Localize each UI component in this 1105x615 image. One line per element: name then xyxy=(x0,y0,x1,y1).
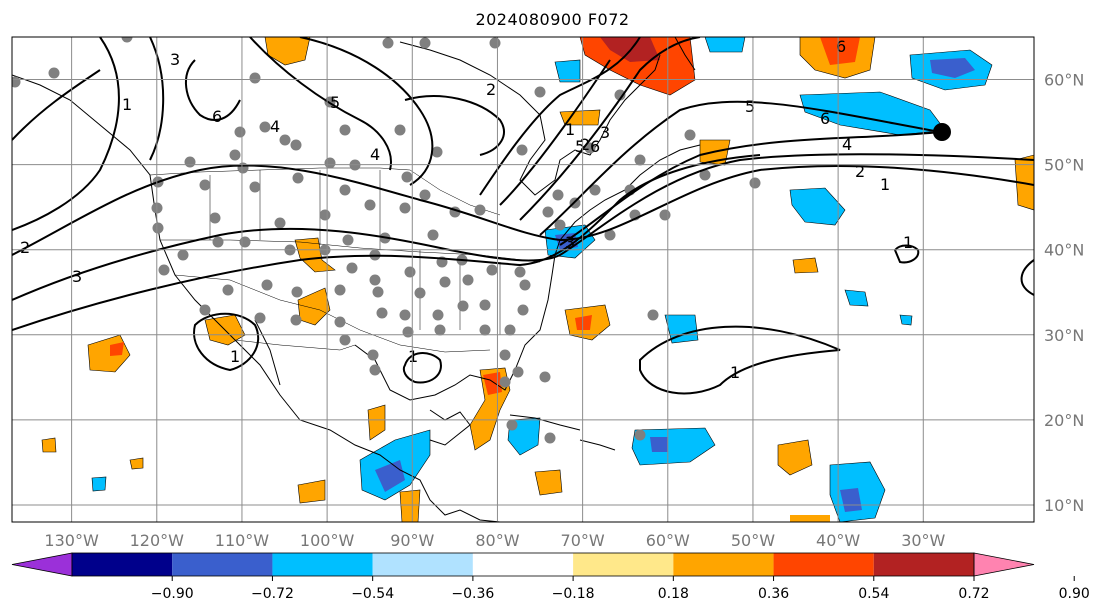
contour-label: 6 xyxy=(836,37,846,56)
colorbar-bin xyxy=(873,553,974,576)
contour-label: 5 xyxy=(575,137,585,156)
latitude-label: 40°N xyxy=(1044,241,1084,260)
colorbar-bin xyxy=(673,553,774,576)
contour-label: 5 xyxy=(330,93,340,112)
latitude-label: 20°N xyxy=(1044,411,1084,430)
colorbar-label: −0.90 xyxy=(151,586,194,602)
contour-label: 2 xyxy=(20,238,30,257)
colorbar-extend-low xyxy=(11,552,73,577)
longitude-labels: 130°W 120°W 110°W 100°W 90°W 80°W 70°W 60°W 50°W… xyxy=(44,531,945,550)
contour-label: 3 xyxy=(600,123,610,142)
contour-label: 2 xyxy=(486,80,496,99)
contour-label: 2 xyxy=(580,135,590,154)
contour-label: 3 xyxy=(170,50,180,69)
longitude-label: 70°W xyxy=(561,531,605,550)
latitude-label: 60°N xyxy=(1044,71,1084,90)
black-circle-marker xyxy=(933,123,951,141)
contour-label: 1 xyxy=(122,95,132,114)
colorbar-bin xyxy=(172,553,273,576)
latitude-label: 50°N xyxy=(1044,156,1084,175)
latitude-label: 10°N xyxy=(1044,496,1084,515)
longitude-label: 130°W xyxy=(44,531,99,550)
colorbar-label: 0.18 xyxy=(658,586,689,602)
contour-label: 6 xyxy=(820,109,830,128)
colorbar-bin xyxy=(773,553,874,576)
longitude-label: 110°W xyxy=(215,531,270,550)
longitude-label: 50°W xyxy=(731,531,775,550)
contour-lines xyxy=(12,37,1034,395)
colorbar-bin xyxy=(573,553,674,576)
colorbar-label: −0.72 xyxy=(251,586,294,602)
colorbar-border xyxy=(71,552,975,577)
contour-label: 4 xyxy=(270,117,280,136)
longitude-label: 120°W xyxy=(130,531,185,550)
longitude-label: 100°W xyxy=(300,531,355,550)
colorbar-label: 0.54 xyxy=(858,586,889,602)
contour-label: 3 xyxy=(565,233,575,252)
contour-label: 1 xyxy=(903,233,913,252)
contour-label: 5 xyxy=(745,97,755,116)
colorbar-label: −0.36 xyxy=(451,586,494,602)
colorbar-bin xyxy=(272,553,373,576)
colorbar-label: 0.90 xyxy=(1059,586,1090,602)
longitude-label: 60°W xyxy=(646,531,690,550)
colorbar-label: −0.54 xyxy=(351,586,394,602)
contour-label: 6 xyxy=(212,107,222,126)
colorbar-label: 0.36 xyxy=(758,586,789,602)
colorbar-label: 0.72 xyxy=(958,586,989,602)
longitude-label: 90°W xyxy=(390,531,434,550)
colorbar-bin xyxy=(472,553,574,576)
contour-label: 1 xyxy=(880,175,890,194)
contour-label: 3 xyxy=(72,267,82,286)
contour-labels: 1 2 3 4 5 6 1 2 3 4 5 6 1 2 3 1 1 1 1 2 … xyxy=(20,37,913,382)
colorbar-extend-high xyxy=(973,552,1035,577)
contour-label: 2 xyxy=(855,162,865,181)
contour-label: 4 xyxy=(842,135,852,154)
graticule xyxy=(12,37,1034,522)
cool-anomaly-shading xyxy=(91,37,993,522)
latitude-label: 30°N xyxy=(1044,326,1084,345)
longitude-label: 40°W xyxy=(816,531,860,550)
contour-label: 1 xyxy=(565,120,575,139)
colorbar-bin xyxy=(372,553,473,576)
colorbar: −0.90 −0.72 −0.54 −0.36 −0.18 0.18 0.36 0.54 0.7… xyxy=(11,552,1090,602)
warm-anomaly-shading xyxy=(41,37,1034,522)
contour-label: 1 xyxy=(230,347,240,366)
contour-label: 4 xyxy=(370,145,380,164)
latitude-labels: 10°N 20°N 30°N 40°N 50°N 60°N xyxy=(1044,71,1084,515)
map-frame xyxy=(11,36,1035,523)
map-title: 2024080900 F072 xyxy=(475,10,630,29)
contour-label: 1 xyxy=(730,363,740,382)
longitude-label: 80°W xyxy=(475,531,519,550)
contour-label: 6 xyxy=(590,137,600,156)
colorbar-bin xyxy=(72,553,173,576)
colorbar-label: −0.18 xyxy=(552,586,595,602)
longitude-label: 30°W xyxy=(901,531,945,550)
contour-label: 1 xyxy=(408,347,418,366)
